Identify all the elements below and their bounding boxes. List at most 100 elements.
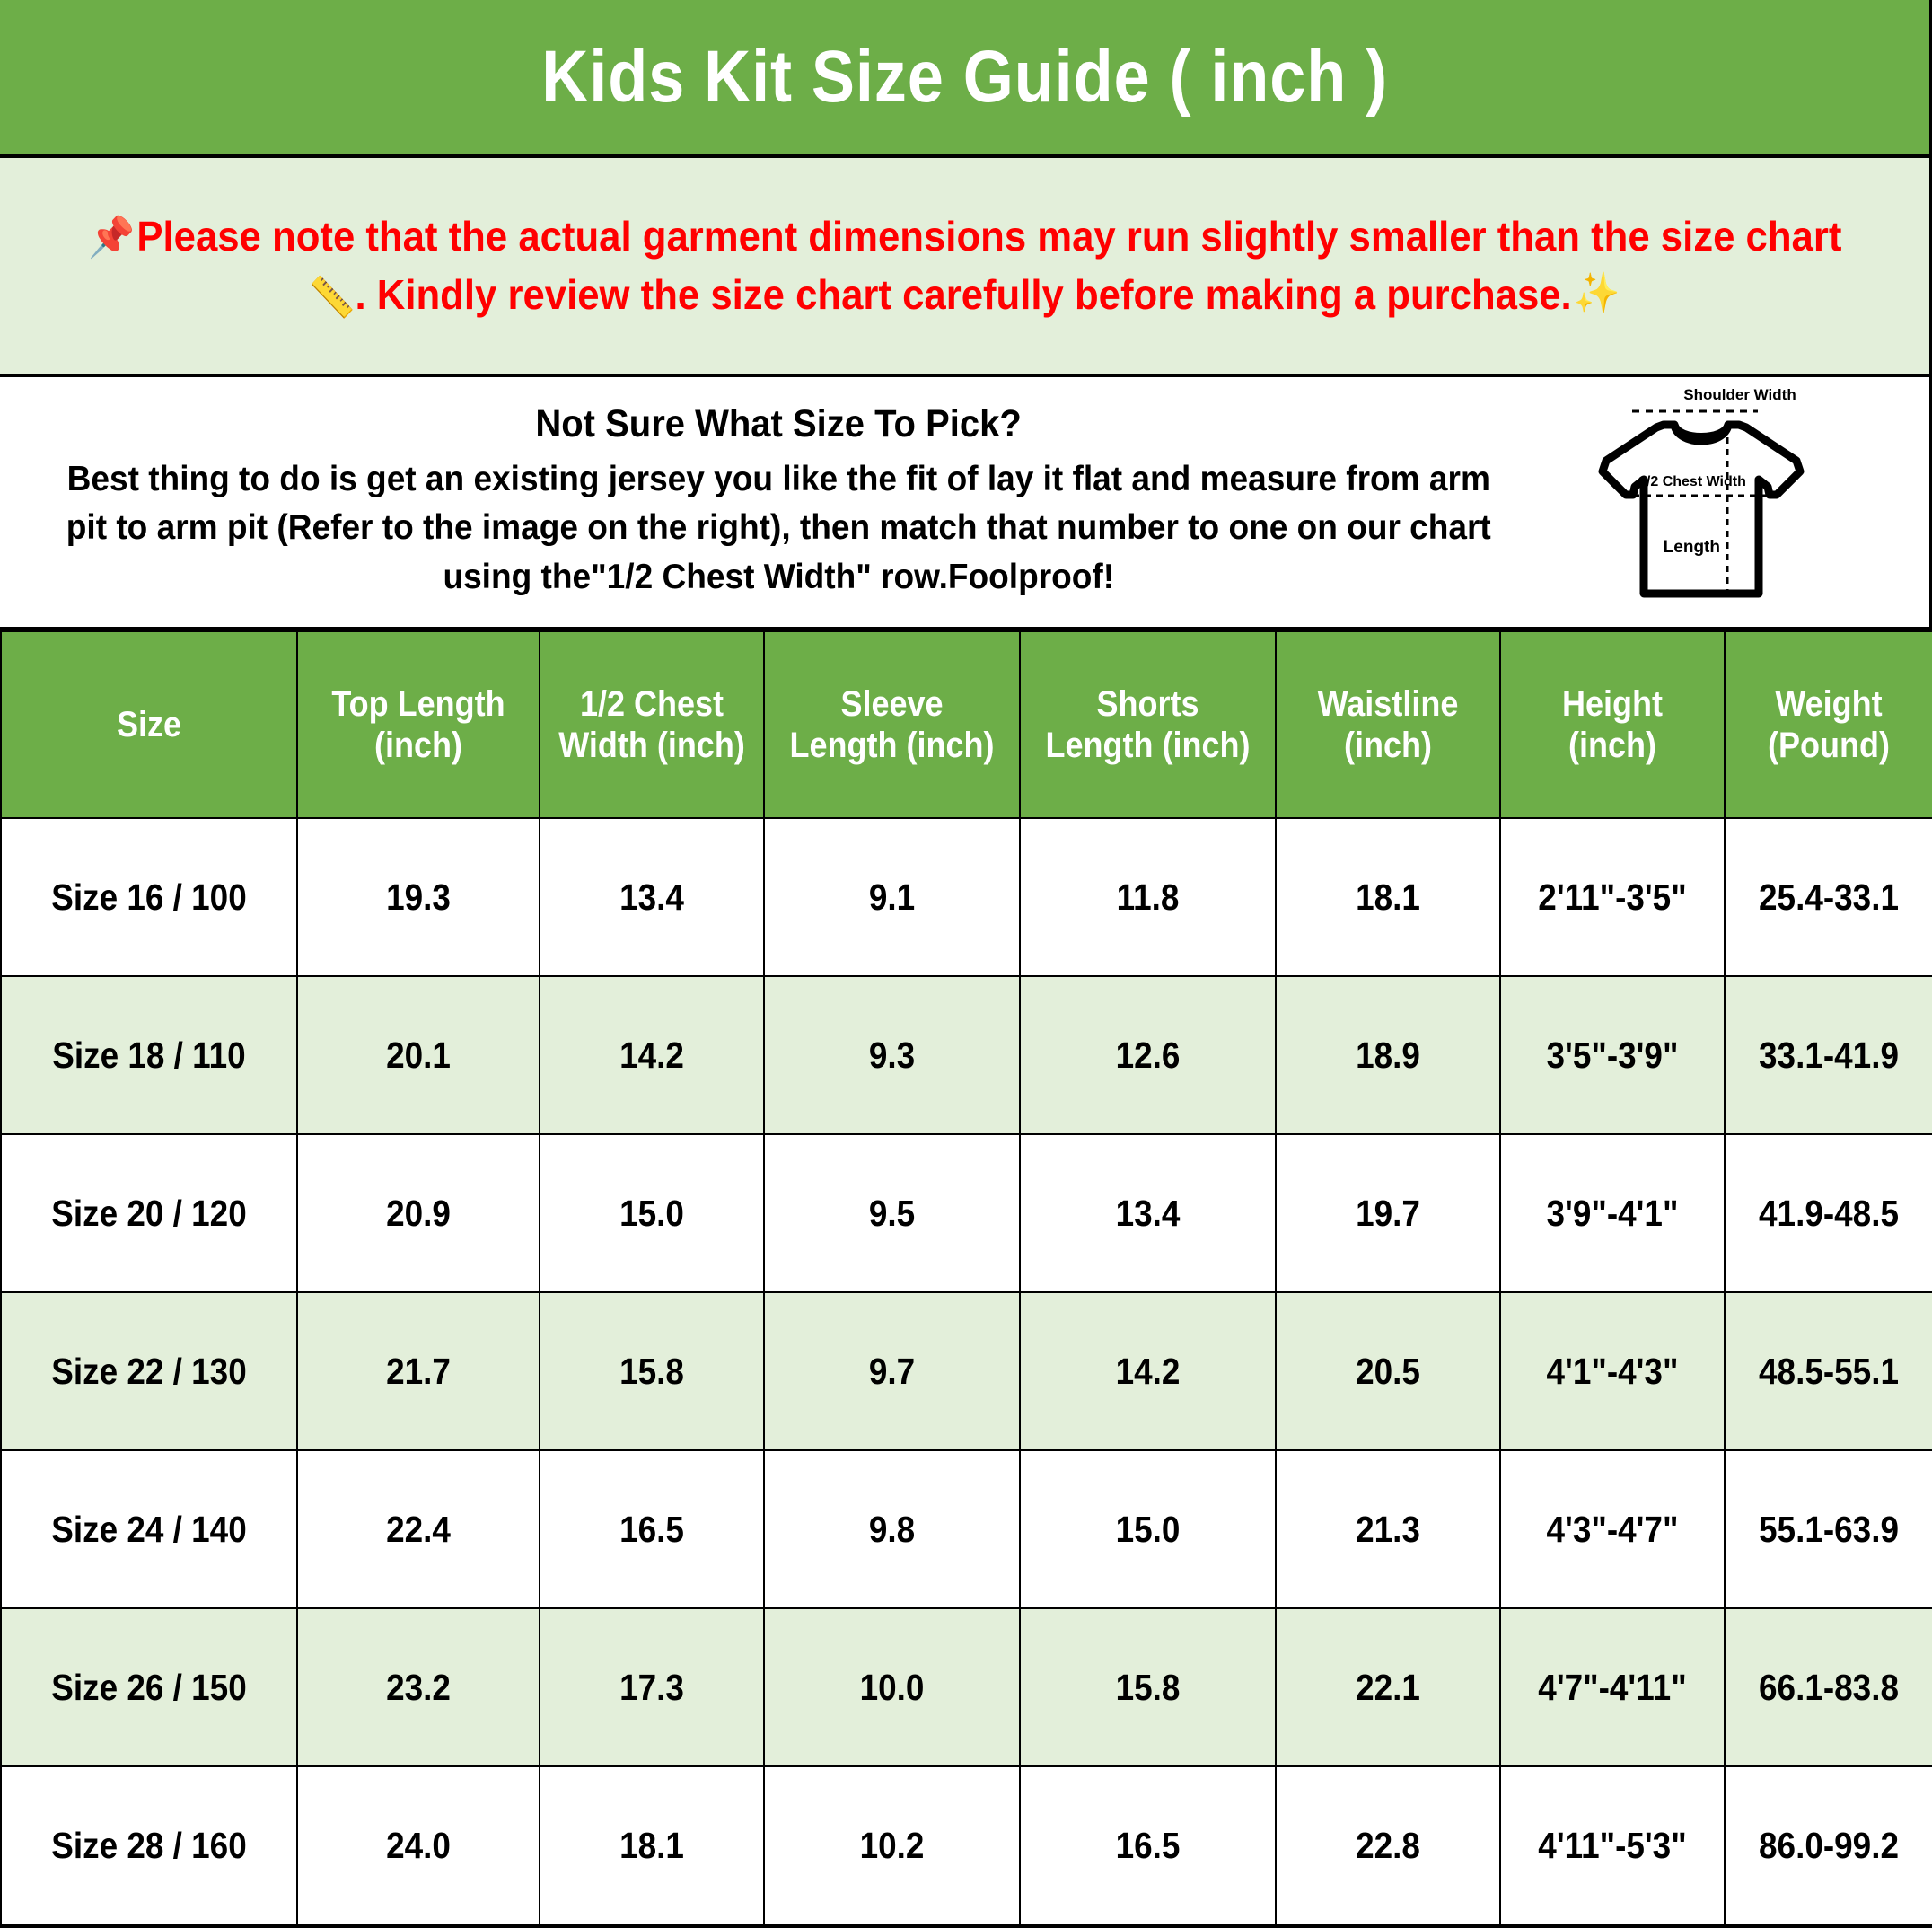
table-row: Size 16 / 100 19.3 13.4 9.1 11.8 18.1 2'11"-3'… (0, 817, 1932, 977)
column-header-height: Height (inch) (1499, 630, 1726, 819)
table-body: Size 16 / 100 19.3 13.4 9.1 11.8 18.1 2'11"-3'… (0, 817, 1932, 1925)
cell-text: 22.4 (386, 1508, 451, 1550)
table-cell: 9.5 (763, 1133, 1021, 1293)
table-row: Size 28 / 160 24.0 18.1 10.2 16.5 22.8 4'11"-5… (0, 1765, 1932, 1925)
table-cell: 2'11"-3'5" (1499, 817, 1726, 977)
table-cell: 13.4 (539, 817, 765, 977)
table-cell: 4'1"-4'3" (1499, 1291, 1726, 1451)
title-banner: Kids Kit Size Guide ( inch ) (0, 0, 1929, 158)
cell-text: 4'3"-4'7" (1546, 1508, 1679, 1550)
cell-text: 9.8 (868, 1508, 916, 1550)
table-cell: 15.8 (539, 1291, 765, 1451)
table-cell-size: Size 20 / 120 (0, 1133, 298, 1293)
cell-text: 9.5 (868, 1192, 916, 1234)
cell-text: 10.2 (859, 1824, 925, 1866)
tshirt-diagram: Shoulder Width 1/2 Chest Width Length (1570, 377, 1929, 627)
table-cell: 18.1 (1275, 817, 1501, 977)
cell-text: 11.8 (1116, 876, 1180, 918)
cell-text: 21.7 (386, 1350, 451, 1392)
cell-text: 3'9"-4'1" (1546, 1192, 1679, 1234)
table-cell: 20.5 (1275, 1291, 1501, 1451)
cell-text: 15.0 (619, 1192, 684, 1234)
size-chart-table: Size Top Length (inch) 1/2 Chest Width (… (0, 630, 1932, 1925)
cell-text: 23.2 (386, 1666, 451, 1708)
table-header: Size Top Length (inch) 1/2 Chest Width (… (0, 630, 1932, 819)
table-header-row: Size Top Length (inch) 1/2 Chest Width (… (0, 630, 1932, 819)
table-cell: 13.4 (1019, 1133, 1277, 1293)
table-cell: 14.2 (539, 975, 765, 1135)
table-cell: 66.1-83.8 (1724, 1607, 1932, 1767)
table-cell: 9.8 (763, 1449, 1021, 1609)
column-header-sleeve-length: Sleeve Length (inch) (763, 630, 1021, 819)
cell-text: 15.0 (1115, 1508, 1181, 1550)
table-cell: 15.8 (1019, 1607, 1277, 1767)
table-cell: 15.0 (539, 1133, 765, 1293)
cell-text: Size 28 / 160 (51, 1824, 247, 1866)
table-cell: 48.5-55.1 (1724, 1291, 1932, 1451)
length-label: Length (1664, 538, 1720, 557)
cell-text: 25.4-33.1 (1759, 876, 1899, 918)
table-cell: 4'11"-5'3" (1499, 1765, 1726, 1925)
cell-text: Size 22 / 130 (51, 1350, 247, 1392)
notice-line-2: 📏 . Kindly review the size chart careful… (309, 266, 1620, 324)
cell-text: 14.2 (619, 1034, 684, 1076)
table-row: Size 22 / 130 21.7 15.8 9.7 14.2 20.5 4'1"-4'3… (0, 1291, 1932, 1451)
cell-text: 18.9 (1356, 1034, 1420, 1076)
cell-text: 48.5-55.1 (1759, 1350, 1899, 1392)
table-cell: 4'3"-4'7" (1499, 1449, 1726, 1609)
info-body: Best thing to do is get an existing jers… (66, 455, 1491, 603)
table-cell: 17.3 (539, 1607, 765, 1767)
cell-text: 20.9 (386, 1192, 451, 1234)
cell-text: Size 16 / 100 (51, 876, 247, 918)
table-cell: 22.1 (1275, 1607, 1501, 1767)
notice-text-2: . Kindly review the size chart carefully… (355, 271, 1573, 318)
cell-text: 24.0 (386, 1824, 451, 1866)
table-cell: 4'7"-4'11" (1499, 1607, 1726, 1767)
info-body-line-2: pit to arm pit (Refer to the image on th… (66, 508, 1492, 548)
table-cell: 41.9-48.5 (1724, 1133, 1932, 1293)
info-section: Not Sure What Size To Pick? Best thing t… (0, 377, 1929, 630)
table-cell: 15.0 (1019, 1449, 1277, 1609)
cell-text: 9.7 (868, 1350, 916, 1392)
table-cell: 23.2 (296, 1607, 540, 1767)
table-cell: 10.0 (763, 1607, 1021, 1767)
info-text-block: Not Sure What Size To Pick? Best thing t… (0, 377, 1570, 627)
table-row: Size 24 / 140 22.4 16.5 9.8 15.0 21.3 4'3"-4'7… (0, 1449, 1932, 1609)
table-cell: 20.9 (296, 1133, 540, 1293)
cell-text: 10.0 (859, 1666, 925, 1708)
sparkles-icon: ✨ (1574, 270, 1621, 315)
cell-text: 18.1 (619, 1824, 684, 1866)
table-cell: 3'9"-4'1" (1499, 1133, 1726, 1293)
info-body-line-1: Best thing to do is get an existing jers… (66, 459, 1491, 498)
cell-text: 22.1 (1356, 1666, 1420, 1708)
cell-text: 4'1"-4'3" (1546, 1350, 1679, 1392)
table-cell: 19.3 (296, 817, 540, 977)
cell-text: 9.1 (868, 876, 916, 918)
table-cell: 22.8 (1275, 1765, 1501, 1925)
table-cell-size: Size 28 / 160 (0, 1765, 298, 1925)
cell-text: 20.1 (386, 1034, 451, 1076)
cell-text: 14.2 (1115, 1350, 1181, 1392)
notice-line-1: 📌 Please note that the actual garment di… (88, 207, 1841, 266)
cell-text: 4'11"-5'3" (1538, 1824, 1687, 1866)
tshirt-collar (1670, 420, 1733, 445)
cell-text: 20.5 (1356, 1350, 1420, 1392)
cell-text: 15.8 (619, 1350, 684, 1392)
table-cell: 12.6 (1019, 975, 1277, 1135)
cell-text: 19.7 (1356, 1192, 1420, 1234)
cell-text: 18.1 (1356, 876, 1420, 918)
cell-text: 13.4 (619, 876, 684, 918)
table-cell: 19.7 (1275, 1133, 1501, 1293)
table-row: Size 18 / 110 20.1 14.2 9.3 12.6 18.9 3'5"-3'9… (0, 975, 1932, 1135)
table-cell: 25.4-33.1 (1724, 817, 1932, 977)
notice-text-1: Please note that the actual garment dime… (136, 212, 1842, 260)
table-cell: 22.4 (296, 1449, 540, 1609)
cell-text: 17.3 (619, 1666, 684, 1708)
cell-text: Size 20 / 120 (51, 1192, 247, 1234)
table-cell: 16.5 (539, 1449, 765, 1609)
tshirt-measurement-icon: Shoulder Width 1/2 Chest Width Length (1598, 386, 1805, 598)
page-title: Kids Kit Size Guide ( inch ) (541, 36, 1388, 118)
table-cell: 14.2 (1019, 1291, 1277, 1451)
table-cell-size: Size 18 / 110 (0, 975, 298, 1135)
table-cell: 16.5 (1019, 1765, 1277, 1925)
